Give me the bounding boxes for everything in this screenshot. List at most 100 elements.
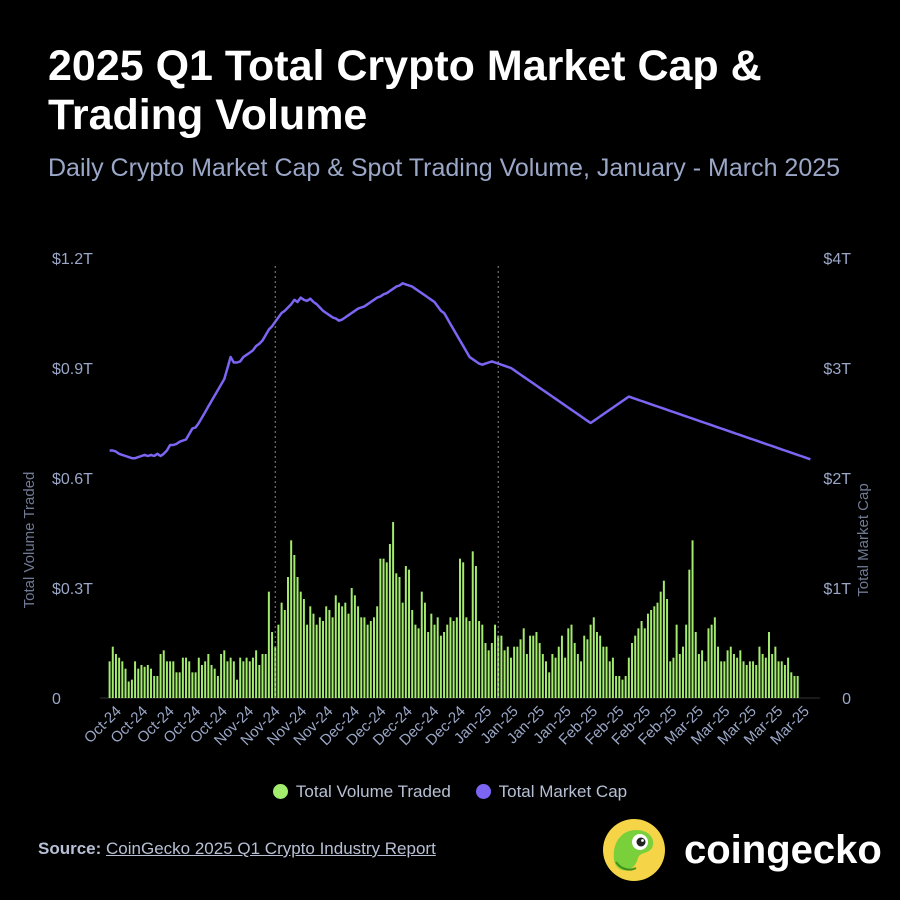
- volume-bar: [643, 628, 646, 698]
- volume-bar: [242, 661, 245, 698]
- volume-bar: [494, 624, 497, 698]
- volume-bar: [599, 635, 602, 698]
- volume-bar: [713, 617, 716, 698]
- volume-bar: [685, 624, 688, 698]
- volume-bar: [140, 665, 143, 698]
- legend-swatch-mcap: [475, 784, 491, 799]
- volume-bar: [567, 628, 570, 698]
- volume-bar: [573, 643, 576, 698]
- volume-bar: [678, 654, 681, 698]
- volume-bar: [347, 613, 350, 698]
- volume-bar: [296, 577, 299, 698]
- volume-bar: [379, 558, 382, 698]
- volume-bar: [325, 606, 328, 698]
- volume-bar: [127, 681, 130, 698]
- volume-bar: [576, 654, 579, 698]
- volume-bar: [459, 558, 461, 698]
- volume-bar: [627, 657, 630, 698]
- volume-bar: [271, 632, 274, 698]
- volume-bar: [165, 661, 168, 698]
- volume-bar: [156, 676, 159, 698]
- volume-bar: [583, 635, 586, 698]
- gecko-logo-icon: [603, 819, 665, 881]
- source-link[interactable]: CoinGecko 2025 Q1 Crypto Industry Report: [106, 839, 436, 858]
- volume-bar: [146, 665, 149, 698]
- volume-bar: [471, 551, 474, 698]
- volume-bar: [529, 635, 532, 698]
- volume-bar: [729, 646, 732, 698]
- volume-bar: [239, 657, 242, 698]
- volume-bar: [755, 665, 758, 698]
- volume-bar: [111, 646, 114, 698]
- volume-bar: [768, 632, 770, 698]
- volume-bar: [130, 679, 133, 698]
- volume-bar: [694, 632, 697, 698]
- volume-bar: [465, 617, 468, 698]
- volume-bar: [178, 672, 181, 698]
- legend-swatch-volume: [272, 784, 288, 799]
- volume-bar: [560, 635, 563, 698]
- volume-bar: [388, 544, 391, 698]
- volume-bar: [258, 665, 261, 698]
- volume-bar: [299, 591, 302, 698]
- volume-bar: [328, 610, 331, 698]
- volume-bar: [245, 657, 248, 698]
- volume-bar: [363, 617, 366, 698]
- source-label: Source:: [38, 839, 102, 858]
- volume-bar: [261, 654, 264, 698]
- volume-bar: [357, 606, 360, 698]
- volume-bar: [748, 661, 751, 698]
- brand-name: coingecko: [684, 828, 882, 872]
- volume-bar: [433, 624, 436, 698]
- volume-bar: [554, 657, 557, 698]
- volume-bar: [353, 595, 356, 698]
- volume-bar: [417, 628, 420, 698]
- volume-bar: [522, 628, 525, 698]
- volume-bar: [150, 668, 152, 698]
- volume-bar: [790, 672, 793, 698]
- volume-bar: [500, 635, 503, 698]
- volume-bar: [169, 661, 172, 698]
- volume-bar: [436, 617, 439, 698]
- volume-bar: [707, 628, 710, 698]
- volume-bar: [392, 522, 395, 698]
- volume-bar: [213, 668, 216, 698]
- volume-bar: [369, 621, 372, 698]
- volume-bar: [618, 676, 621, 698]
- volume-bar: [551, 654, 554, 698]
- volume-bar: [478, 621, 481, 698]
- volume-bar: [443, 632, 446, 698]
- right-axis-ticks: 0 $1T $2T $3T $4T: [823, 251, 851, 708]
- left-axis-label: Total Volume Traded: [21, 472, 38, 609]
- volume-bar: [226, 661, 229, 698]
- volume-bar: [532, 635, 535, 698]
- volume-bar: [159, 654, 162, 698]
- volume-bar: [691, 540, 694, 698]
- volume-bar: [411, 610, 414, 698]
- volume-bar: [360, 617, 363, 698]
- volume-bar: [223, 650, 226, 698]
- volume-bar: [758, 646, 761, 698]
- right-tick-label: $2T: [823, 471, 851, 488]
- vertical-markers: [274, 266, 499, 698]
- volume-bar: [764, 657, 767, 698]
- volume-bar: [455, 617, 458, 698]
- volume-bar: [672, 657, 675, 698]
- volume-bar: [175, 672, 178, 698]
- volume-bar: [580, 661, 583, 698]
- volume-bar: [162, 650, 165, 698]
- volume-bar: [659, 591, 662, 698]
- volume-bar: [290, 540, 293, 698]
- volume-bar: [783, 665, 786, 698]
- volume-bar: [366, 624, 369, 698]
- volume-bar: [704, 661, 707, 698]
- volume-bar: [701, 650, 704, 698]
- volume-bar: [777, 661, 780, 698]
- volume-bar: [108, 661, 111, 698]
- volume-bar: [204, 661, 207, 698]
- volume-bar: [545, 661, 547, 698]
- volume-bar: [277, 624, 280, 698]
- volume-bar: [468, 621, 471, 698]
- volume-bar: [251, 657, 254, 698]
- volume-bar: [637, 628, 640, 698]
